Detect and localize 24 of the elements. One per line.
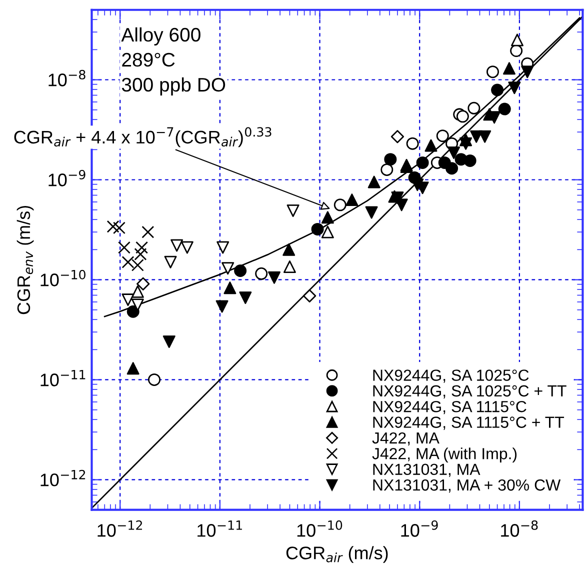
- legend-label: NX131031, MA + 30% CW: [373, 479, 561, 493]
- x-tick-label: 10$^{−10}$: [297, 520, 342, 537]
- x-tick-label: 10$^{−11}$: [198, 520, 242, 537]
- y-axis-title: CGR$_{env}$ (m/s): [16, 206, 34, 314]
- x-tick-label: 10$^{−12}$: [98, 520, 142, 537]
- annotation: 289°C: [122, 52, 175, 67]
- y-tick-label: 10$^{−11}$: [40, 370, 86, 386]
- legend-label: NX9244G, SA 1025°C + TT: [373, 385, 566, 398]
- y-tick-label: 10$^{−10}$: [40, 270, 86, 286]
- legend-label: NX131031, MA: [373, 464, 480, 477]
- y-tick-label: 10$^{−8}$: [48, 70, 86, 86]
- y-tick-label: 10$^{−9}$: [48, 170, 86, 186]
- legend-label: J422, MA: [372, 432, 440, 446]
- x-axis-title: CGR$_{air}$ (m/s): [286, 546, 388, 563]
- legend-label: J422, MA (with Imp.): [372, 448, 517, 462]
- annotation: 300 ppb DO: [122, 77, 226, 96]
- annotation: CGR$_{air}$ + 4.4 x 10$^{−7}$(CGR$_{air}$)$^{0.33}$: [14, 127, 272, 148]
- x-tick-label: 10$^{−9}$: [401, 520, 438, 537]
- annotation: Alloy 600: [121, 27, 200, 46]
- legend-label: NX9244G, SA 1115°C + TT: [373, 416, 564, 430]
- legend-label: NX9244G, SA 1025°C: [373, 370, 529, 383]
- legend-label: NX9244G, SA 1115°C: [373, 400, 526, 414]
- y-tick-label: 10$^{−12}$: [40, 470, 86, 486]
- x-tick-label: 10$^{−8}$: [501, 520, 538, 537]
